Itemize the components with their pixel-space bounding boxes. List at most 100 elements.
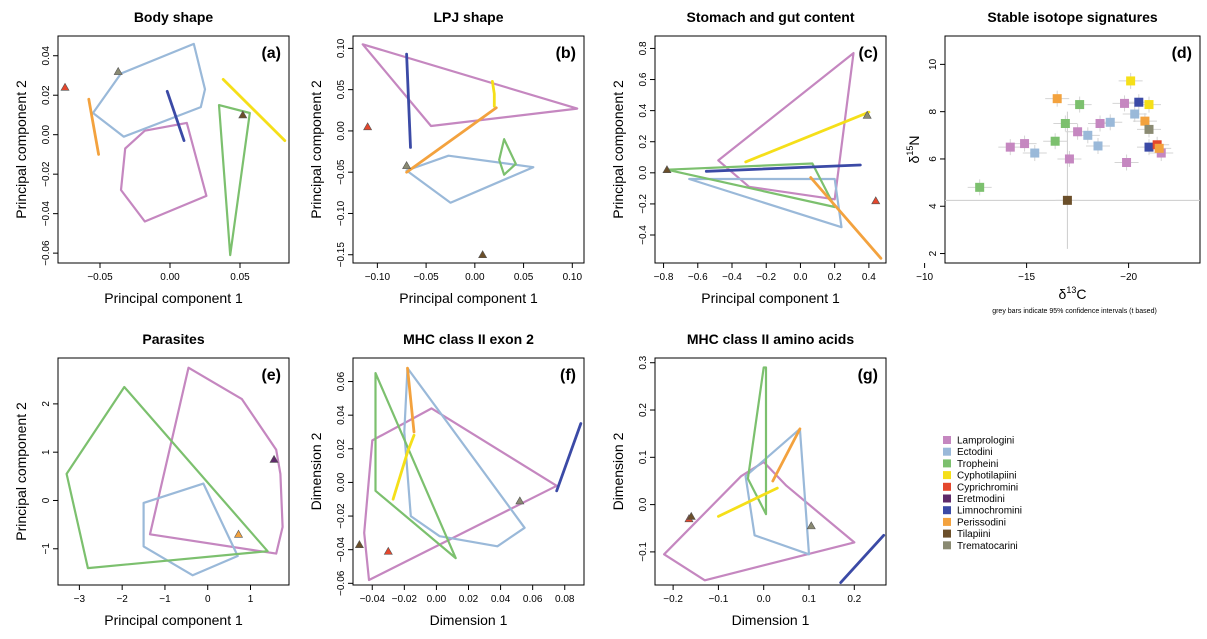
legend-swatch-perissodini — [943, 517, 951, 526]
hull-tropheini — [65, 385, 269, 570]
legend: LamprologiniEctodiniTropheiniCyphotilapi… — [943, 436, 1022, 552]
panel-label: (d) — [1172, 45, 1192, 62]
segment-limnochromini — [405, 52, 412, 149]
x-tick-label: 0.05 — [230, 272, 250, 283]
y-tick-label: 2 — [928, 250, 939, 256]
x-tick-label: 0.2 — [847, 594, 861, 605]
y-tick-label: 0.0 — [638, 497, 649, 511]
point-tropheini — [1075, 100, 1085, 110]
legend-label: Tropheini — [957, 459, 998, 470]
point-tropheini — [1060, 118, 1070, 128]
hull-lamprologini — [148, 366, 284, 555]
segment-perissodini — [809, 176, 883, 260]
plot-frame — [57, 357, 290, 586]
point-lamprologini — [1020, 139, 1030, 149]
triangle-eretmodini — [269, 454, 279, 463]
x-tick-label: −3 — [74, 594, 86, 605]
triangle-trematocarini — [402, 160, 412, 169]
x-tick-label: 0.00 — [465, 272, 485, 283]
segment-cyphotilapiini — [744, 110, 871, 164]
hull-ectodini — [744, 427, 811, 556]
panel-title: Stable isotope signatures — [987, 9, 1158, 25]
triangle-tilapiini — [478, 250, 488, 259]
x-tick-label: −0.2 — [756, 272, 776, 283]
segment-cyphotilapiini — [391, 433, 416, 501]
plot-frame — [944, 35, 1201, 264]
panel-title: MHC class II amino acids — [687, 331, 854, 347]
panel-label: (g) — [858, 367, 878, 384]
segment-perissodini — [771, 427, 802, 483]
x-tick-label: 0.08 — [555, 594, 575, 605]
point-limnochromini — [1144, 142, 1154, 152]
y-tick-label: 2 — [41, 401, 52, 407]
panel-b: LPJ shape (b) −0.10 −0.05 0.00 0.05 0.10 −0.15 −… — [308, 9, 585, 306]
point-lamprologini — [1156, 148, 1166, 158]
point-trematocarini — [1144, 124, 1154, 134]
point-ectodini — [1083, 130, 1093, 140]
y-tick-label: −0.06 — [41, 240, 52, 266]
y-tick-label: −0.04 — [41, 201, 52, 227]
point-lamprologini — [1122, 158, 1132, 168]
legend-label: Limnochromini — [957, 506, 1022, 517]
x-tick-label: −0.05 — [87, 272, 113, 283]
hull-ectodini — [688, 177, 843, 229]
x-tick-label: −15 — [1018, 272, 1035, 283]
panel-title: Body shape — [134, 9, 214, 25]
x-axis-label: Principal component 1 — [399, 290, 538, 306]
x-axis-label: Principal component 1 — [104, 290, 243, 306]
x-tick-label: −0.2 — [663, 594, 683, 605]
hull-lamprologini — [361, 43, 579, 128]
x-tick-label: 0.05 — [514, 272, 534, 283]
y-tick-label: 8 — [928, 108, 939, 114]
y-tick-label: 1 — [41, 449, 52, 455]
x-tick-label: 0.06 — [523, 594, 543, 605]
plot-frame — [654, 357, 887, 586]
plot-area — [361, 43, 579, 259]
x-tick-label: 0 — [205, 594, 211, 605]
y-tick-label: −1 — [41, 543, 52, 555]
panel-f: MHC class II exon 2 (f) −0.04 −0.02 0.00 0.02… — [308, 331, 585, 628]
x-tick-label: −0.1 — [709, 594, 729, 605]
x-tick-label: 0.4 — [862, 272, 876, 283]
panel-title: Parasites — [142, 331, 204, 347]
segment-perissodini — [405, 106, 498, 174]
point-tropheini — [1050, 136, 1060, 146]
y-tick-label: −0.15 — [336, 242, 347, 268]
legend-swatch-limnochromini — [943, 506, 951, 515]
x-tick-label: 1 — [248, 594, 254, 605]
x-tick-label: −0.02 — [392, 594, 418, 605]
x-tick-label: 0.00 — [427, 594, 447, 605]
panel-label: (c) — [858, 45, 878, 62]
x-tick-label: 0.1 — [802, 594, 816, 605]
panel-e: Parasites (e) −3 −2 −1 0 1 −1 0 1 2 Principal compo… — [13, 331, 290, 628]
x-tick-label: −10 — [916, 272, 933, 283]
panel-c: Stomach and gut content (c) −0.8 −0.6 −0.4 −0… — [610, 9, 887, 306]
y-axis-label: Principal component 2 — [13, 402, 29, 541]
y-tick-label: 0.05 — [336, 79, 347, 99]
y-tick-label: −0.02 — [41, 161, 52, 187]
y-tick-label: 0.8 — [638, 41, 649, 55]
y-axis-label-part: δ — [906, 155, 922, 163]
panel-a: Body shape (a) −0.05 0.00 0.05 −0.06 −0.04 −0.0… — [13, 9, 290, 306]
y-tick-label: 0.04 — [41, 46, 52, 66]
plot-frame — [654, 35, 887, 264]
point-lamprologini — [1073, 127, 1083, 137]
segment-cyphotilapiini — [490, 80, 496, 108]
triangle-tilapiini — [238, 110, 248, 119]
x-tick-label: −2 — [116, 594, 128, 605]
y-tick-label: −0.4 — [638, 225, 649, 245]
y-tick-label: 0.00 — [336, 472, 347, 492]
legend-label: Trematocarini — [957, 541, 1018, 552]
point-cyphotilapiini — [1144, 100, 1154, 110]
x-tick-label: 0.10 — [563, 272, 583, 283]
y-axis-label: Principal component 2 — [308, 80, 324, 219]
y-tick-label: 4 — [928, 203, 939, 209]
triangle-tilapiini — [354, 540, 364, 548]
x-axis-label-sup: 13 — [1066, 285, 1076, 295]
panel-title: Stomach and gut content — [687, 9, 855, 25]
x-axis-label: Principal component 1 — [104, 612, 243, 628]
y-axis-label-sup: 15 — [905, 146, 915, 156]
segment-limnochromini — [555, 422, 583, 493]
hull-tropheini — [374, 372, 457, 560]
y-axis-label: Principal component 2 — [610, 80, 626, 219]
